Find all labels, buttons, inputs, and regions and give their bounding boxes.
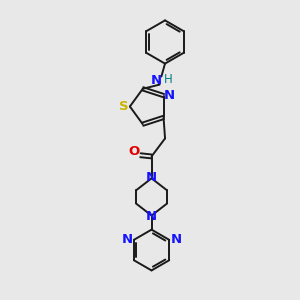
Text: S: S (119, 100, 129, 113)
Text: N: N (122, 233, 133, 246)
Text: N: N (164, 89, 175, 102)
Text: N: N (170, 233, 182, 246)
Text: N: N (146, 171, 157, 184)
Text: O: O (129, 145, 140, 158)
Text: H: H (164, 73, 173, 86)
Text: N: N (146, 210, 157, 223)
Text: N: N (151, 74, 162, 88)
